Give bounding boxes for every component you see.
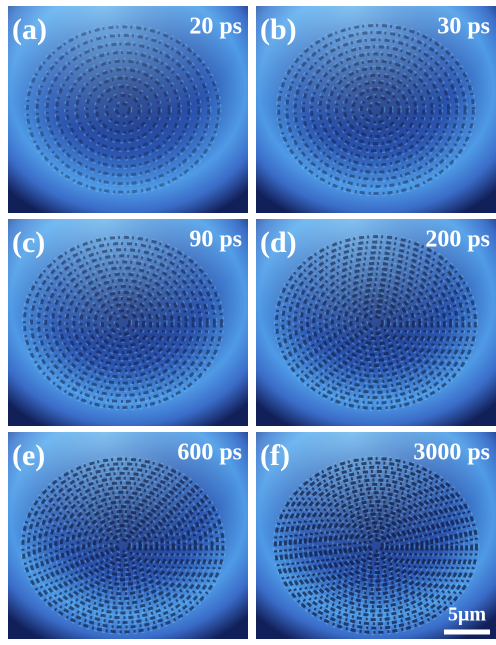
panel-label: (b) [260, 13, 297, 46]
time-label: 600 ps [177, 440, 242, 466]
time-label: 20 ps [189, 14, 242, 40]
panel: (a) 20 ps [8, 6, 248, 213]
time-label: 30 ps [437, 14, 490, 40]
panel: (e) 600 ps [8, 432, 248, 639]
panel-label: (f) [260, 439, 290, 472]
panel-label: (e) [12, 439, 45, 472]
panel-label: (a) [12, 13, 47, 46]
time-label: 90 ps [189, 227, 242, 253]
time-label: 3000 ps [413, 440, 490, 466]
panel-label: (d) [260, 226, 297, 259]
scale-bar-label: 5μm [448, 604, 486, 626]
panel: (d) 200 ps [256, 219, 496, 426]
panel: (c) 90 ps [8, 219, 248, 426]
page: (a) 20 ps (b) 30 ps (c) 90 ps (d) 200 ps (e) 600 … [0, 0, 496, 645]
time-label: 200 ps [425, 227, 490, 253]
figure: (a) 20 ps (b) 30 ps (c) 90 ps (d) 200 ps (e) 600 … [0, 0, 496, 645]
panel: (b) 30 ps [256, 6, 496, 213]
panel-label: (c) [12, 226, 45, 259]
